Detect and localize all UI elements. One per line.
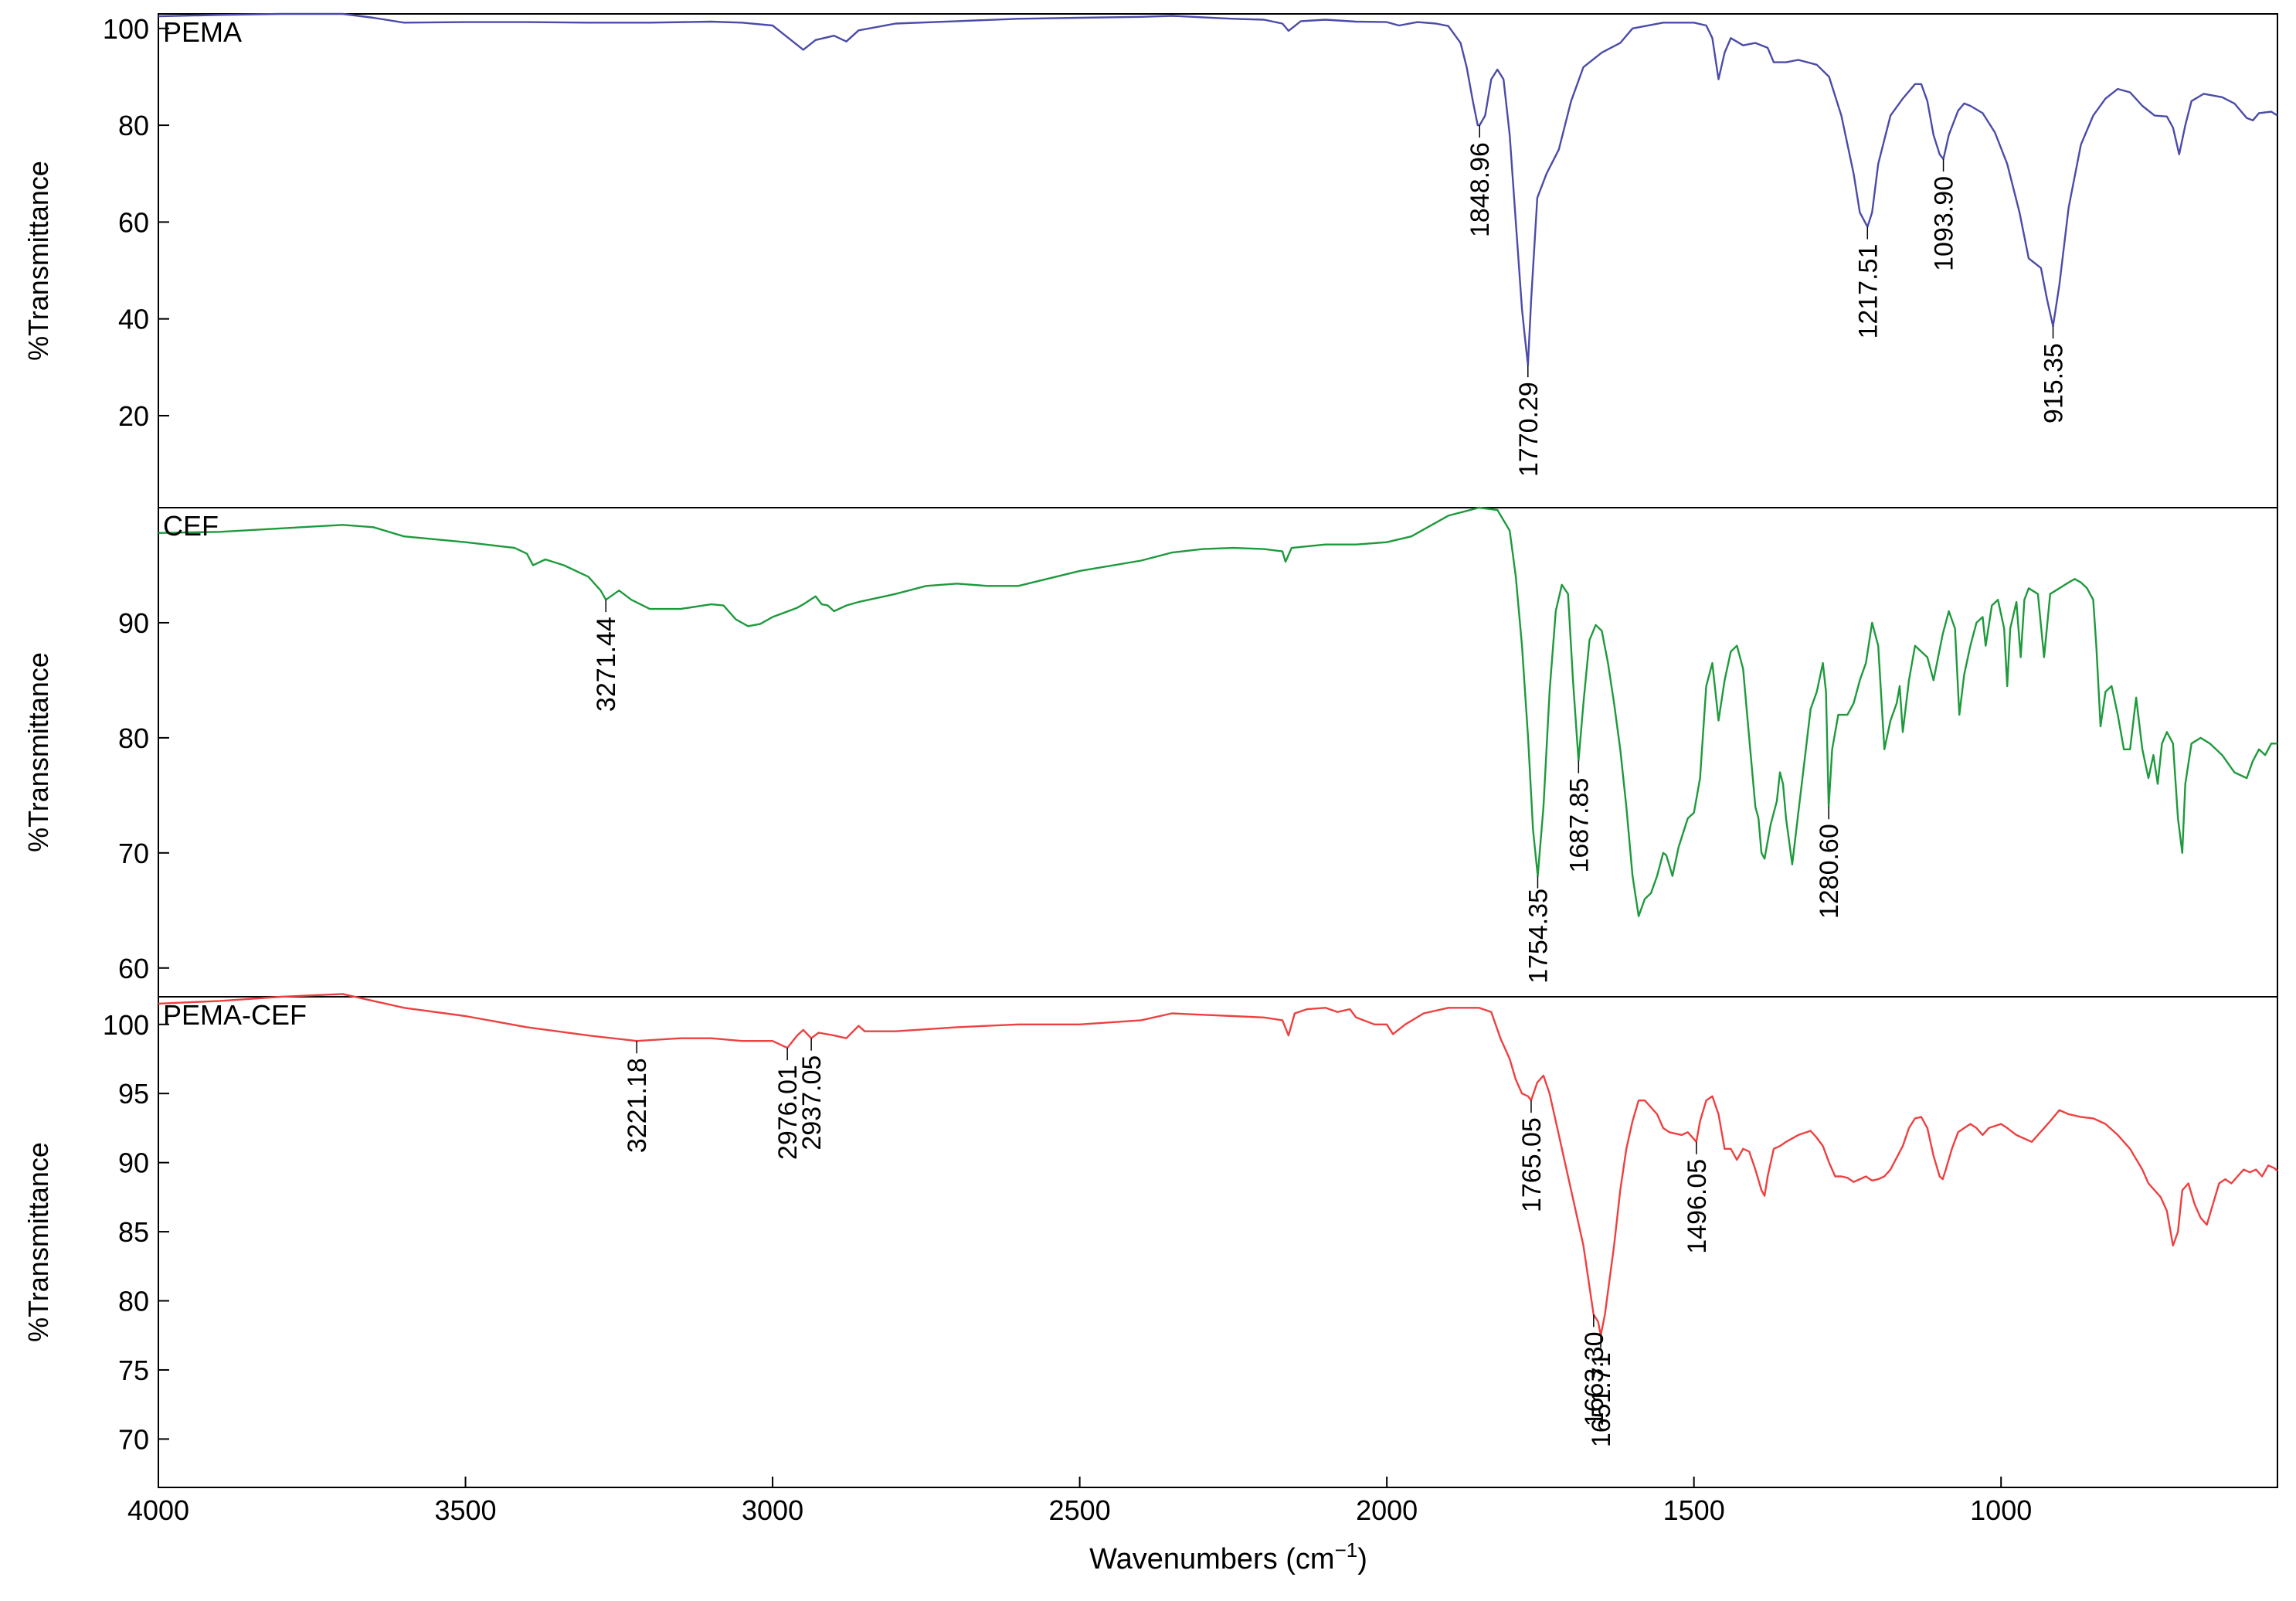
y-tick-label: 70: [118, 838, 149, 869]
x-tick-label: 4000: [127, 1494, 189, 1526]
y-axis-label: %Transmittance: [22, 1142, 54, 1342]
x-axis-label: Wavenumbers (cm−1): [1089, 1538, 1367, 1576]
y-tick-label: 70: [118, 1423, 149, 1455]
y-tick-label: 100: [103, 13, 149, 45]
x-tick-label: 2500: [1049, 1494, 1111, 1526]
y-tick-label: 80: [118, 110, 149, 141]
y-tick-label: 60: [118, 953, 149, 984]
spectrum-line-pema: [158, 12, 2278, 366]
peak-label: 1496.05: [1683, 1159, 1712, 1254]
y-tick-label: 40: [118, 304, 149, 335]
series-label: PEMA-CEF: [163, 999, 307, 1031]
y-tick-label: 75: [118, 1355, 149, 1386]
y-tick-label: 20: [118, 400, 149, 432]
panel-frame: [158, 996, 2278, 1488]
spectrum-line-cef: [158, 506, 2277, 917]
x-tick-label: 1000: [1970, 1494, 2032, 1526]
y-tick-label: 100: [103, 1009, 149, 1041]
panel-pema: 20 40 60 80 100 %Transmittance PEMA 1848.96 1770…: [22, 12, 2278, 508]
peak-label: 1765.05: [1517, 1117, 1547, 1212]
peak-label: 2937.05: [797, 1055, 827, 1151]
peak-label: 3271.44: [592, 617, 621, 712]
spectrum-line-pema-cef: [158, 993, 2278, 1337]
peak-label: 1093.90: [1930, 176, 1959, 271]
y-tick-label: 85: [118, 1216, 149, 1248]
y-tick-label: 95: [118, 1078, 149, 1110]
x-tick-label: 1500: [1663, 1494, 1725, 1526]
peak-label: 915.35: [2040, 343, 2069, 423]
panel-cef: 60 70 80 90 %Transmittance CEF 3271.44 1754.35 1…: [22, 506, 2278, 998]
y-tick-label: 80: [118, 1286, 149, 1317]
x-axis: 4000 3500 3000 2500 2000 1500 1000: [127, 1477, 2032, 1526]
peak-label: 3221.18: [623, 1058, 652, 1153]
y-tick-label: 90: [118, 1147, 149, 1179]
spectra-panels: 20 40 60 80 100 %Transmittance PEMA 1848.96 1770…: [22, 12, 2278, 1488]
y-axis-label: %Transmittance: [22, 652, 54, 852]
peak-label: 1217.51: [1853, 244, 1883, 339]
series-label: PEMA: [163, 16, 242, 48]
peak-label: 1848.96: [1466, 142, 1495, 237]
peak-label: 1754.35: [1523, 889, 1553, 984]
x-tick-label: 3000: [742, 1494, 803, 1526]
x-tick-label: 2000: [1356, 1494, 1418, 1526]
peak-label: 1663.30: [1580, 1331, 1609, 1426]
y-axis-label: %Transmittance: [22, 161, 54, 361]
peak-label: 1770.29: [1514, 382, 1544, 477]
peak-label: 1687.85: [1564, 778, 1594, 873]
y-tick-label: 90: [118, 607, 149, 639]
y-tick-label: 80: [118, 722, 149, 754]
peak-label: 1651.71: [1587, 1352, 1616, 1447]
series-label: CEF: [163, 510, 219, 542]
x-tick-label: 3500: [434, 1494, 496, 1526]
peak-label: 1280.60: [1815, 824, 1844, 919]
panel-pema-cef: 70 75 80 85 90 95 100 %Transmittance PEMA-CEF 322…: [22, 993, 2278, 1488]
y-tick-label: 60: [118, 206, 149, 238]
peak-label: 2976.01: [773, 1065, 803, 1160]
